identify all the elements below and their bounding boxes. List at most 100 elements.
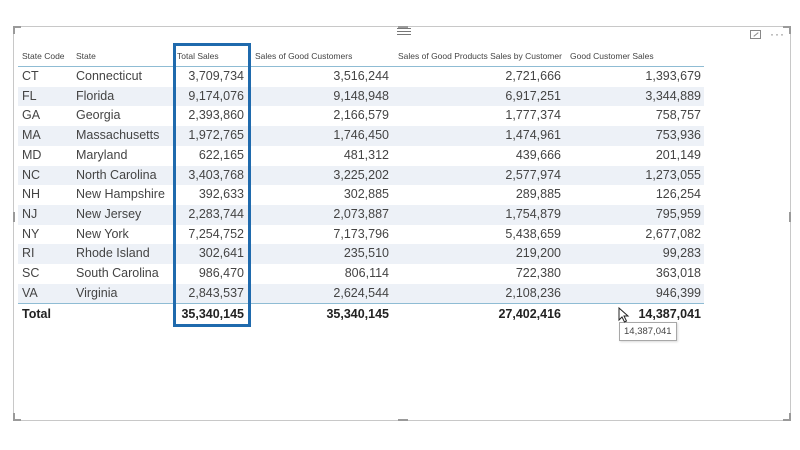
- resize-handle-left[interactable]: [13, 212, 15, 222]
- table-row[interactable]: MA Massachusetts 1,972,765 1,746,450 1,474,9…: [18, 126, 704, 146]
- table-row[interactable]: VA Virginia 2,843,537 2,624,544 2,108,236 946…: [18, 283, 704, 304]
- cell-state-code: NJ: [22, 206, 38, 221]
- cell-state: New Hampshire: [76, 187, 165, 202]
- cell-good-products: 2,577,974: [505, 167, 561, 182]
- cell-total-sales: 2,843,537: [188, 285, 244, 300]
- cell-good-customer-sales: 946,399: [655, 285, 701, 300]
- table-row[interactable]: SC South Carolina 986,470 806,114 722,380 363…: [18, 264, 704, 284]
- cell-state: Rhode Island: [76, 246, 150, 261]
- total-good-customer-sales: 14,387,041: [638, 307, 701, 321]
- cell-good-customers: 806,114: [344, 266, 389, 280]
- table-row[interactable]: GA Georgia 2,393,860 2,166,579 1,777,374 758,…: [18, 106, 704, 126]
- cell-good-products: 2,721,666: [505, 69, 561, 83]
- cell-good-products: 2,108,236: [505, 285, 561, 300]
- cell-total-sales: 986,470: [198, 266, 244, 280]
- cell-state-code: GA: [22, 108, 41, 123]
- cell-good-customer-sales: 795,959: [655, 206, 701, 221]
- cell-good-customers: 235,510: [343, 246, 389, 261]
- cell-state: Georgia: [76, 108, 121, 123]
- cell-good-customers: 9,148,948: [333, 88, 389, 103]
- header-divider: [18, 66, 704, 67]
- column-header-state[interactable]: State: [76, 51, 96, 61]
- table-row[interactable]: RI Rhode Island 302,641 235,510 219,200 99,28…: [18, 244, 704, 264]
- cell-total-sales: 392,633: [198, 187, 244, 202]
- cell-total-sales: 302,641: [198, 246, 244, 261]
- column-header-state-code[interactable]: State Code: [22, 51, 65, 61]
- cell-good-customer-sales: 1,273,055: [645, 167, 701, 182]
- cell-state: New Jersey: [76, 206, 142, 221]
- cell-state: Florida: [76, 88, 115, 103]
- column-header-good-customer-sales[interactable]: Good Customer Sales: [570, 51, 654, 61]
- cell-good-customer-sales: 1,393,679: [645, 69, 701, 83]
- table-row[interactable]: MD Maryland 622,165 481,312 439,666 201,149: [18, 146, 704, 166]
- cell-good-customers: 481,312: [343, 147, 389, 162]
- cell-state: New York: [76, 226, 129, 241]
- resize-handle-top-right[interactable]: [783, 26, 791, 34]
- cell-good-products: 1,474,961: [505, 128, 561, 143]
- cell-good-customer-sales: 2,677,082: [645, 226, 701, 241]
- resize-handle-top-left[interactable]: [13, 26, 21, 34]
- cell-total-sales: 7,254,752: [188, 226, 244, 241]
- value-tooltip: 14,387,041: [619, 322, 677, 341]
- table-row[interactable]: NY New York 7,254,752 7,173,796 5,438,659 2,6…: [18, 225, 704, 245]
- cell-total-sales: 3,709,734: [188, 69, 244, 83]
- cell-good-products: 1,777,374: [505, 108, 561, 123]
- cell-state: Connecticut: [76, 69, 143, 83]
- table-row[interactable]: CT Connecticut 3,709,734 3,516,244 2,721,666…: [18, 67, 704, 87]
- mouse-pointer-icon: [618, 307, 630, 323]
- cell-state-code: CT: [22, 69, 39, 83]
- cell-good-customers: 7,173,796: [333, 226, 389, 241]
- cell-total-sales: 3,403,768: [188, 167, 244, 182]
- cell-good-customers: 1,746,450: [333, 128, 389, 143]
- table-visual[interactable]: ··· State Code State Total Sales Sales o…: [13, 26, 791, 421]
- cell-good-customer-sales: 3,344,889: [645, 88, 701, 103]
- table-row[interactable]: NH New Hampshire 392,633 302,885 289,885 126,…: [18, 185, 704, 205]
- table-row[interactable]: NJ New Jersey 2,283,744 2,073,887 1,754,879 7…: [18, 204, 704, 225]
- cell-state-code: MD: [22, 147, 42, 162]
- cell-total-sales: 622,165: [198, 147, 244, 162]
- cell-good-customer-sales: 201,149: [655, 147, 701, 162]
- cell-state-code: VA: [22, 285, 38, 300]
- cell-state-code: FL: [22, 88, 37, 103]
- resize-handle-bottom-right[interactable]: [783, 413, 791, 421]
- resize-handle-bottom[interactable]: [398, 419, 408, 421]
- cell-state: South Carolina: [76, 266, 159, 280]
- cell-state-code: SC: [22, 266, 40, 280]
- cell-good-customer-sales: 753,936: [655, 128, 701, 143]
- table-row[interactable]: FL Florida 9,174,076 9,148,948 6,917,251 3,34…: [18, 86, 704, 107]
- cell-good-products: 722,380: [515, 266, 561, 280]
- cell-good-products: 439,666: [515, 147, 561, 162]
- cell-good-customers: 3,516,244: [333, 69, 389, 83]
- cell-good-products: 289,885: [515, 187, 561, 202]
- total-good-products: 27,402,416: [498, 307, 561, 321]
- total-divider: [18, 303, 704, 304]
- focus-mode-icon[interactable]: [750, 30, 761, 39]
- resize-handle-right[interactable]: [789, 212, 791, 222]
- cell-good-customer-sales: 363,018: [655, 266, 701, 280]
- cell-good-products: 6,917,251: [505, 88, 561, 103]
- cell-state-code: NY: [22, 226, 40, 241]
- column-header-sales-of-good-products[interactable]: Sales of Good Products Sales by Customer: [398, 51, 562, 61]
- cell-state: Virginia: [76, 285, 118, 300]
- cell-good-products: 219,200: [515, 246, 561, 261]
- cell-good-customers: 2,073,887: [333, 206, 389, 221]
- cell-state-code: NC: [22, 167, 41, 182]
- cell-good-customer-sales: 126,254: [655, 187, 701, 202]
- cell-state: North Carolina: [76, 167, 157, 182]
- total-sales-highlight: [173, 43, 251, 327]
- more-options-icon[interactable]: ···: [770, 27, 785, 41]
- total-row: Total 35,340,145 35,340,145 27,402,416 1…: [18, 304, 704, 324]
- drag-grip-icon[interactable]: [397, 28, 411, 36]
- cell-good-customer-sales: 758,757: [655, 108, 701, 123]
- total-label: Total: [22, 307, 51, 321]
- cell-total-sales: 2,393,860: [188, 108, 244, 123]
- resize-handle-top[interactable]: [398, 26, 408, 28]
- cell-good-customers: 2,624,544: [333, 285, 389, 300]
- cell-total-sales: 1,972,765: [188, 128, 244, 143]
- column-header-sales-of-good-customers[interactable]: Sales of Good Customers: [255, 51, 353, 61]
- table-row[interactable]: NC North Carolina 3,403,768 3,225,202 2,577,…: [18, 165, 704, 186]
- total-total-sales: 35,340,145: [181, 307, 244, 321]
- cell-good-products: 1,754,879: [505, 206, 561, 221]
- resize-handle-bottom-left[interactable]: [13, 413, 21, 421]
- column-header-total-sales[interactable]: Total Sales: [177, 51, 219, 61]
